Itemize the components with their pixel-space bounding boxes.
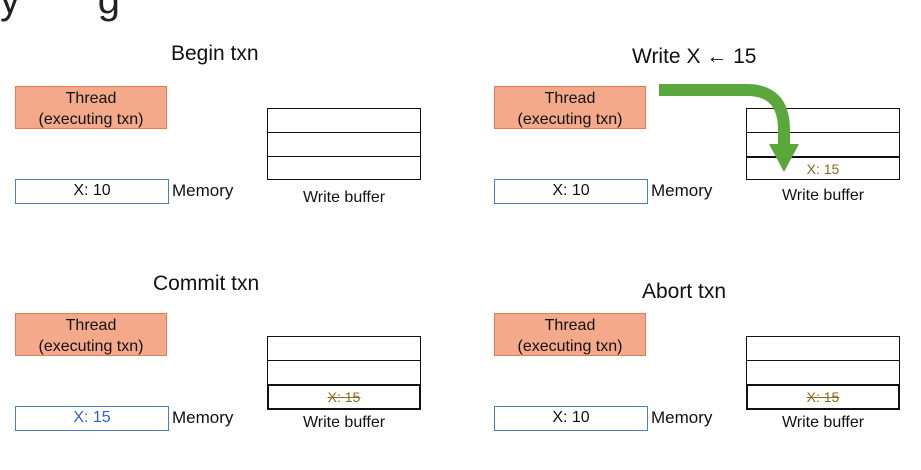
- memory-cell: X: 10: [494, 406, 648, 431]
- panel-title: Commit txn: [153, 272, 260, 295]
- memory-label: Memory: [172, 408, 234, 427]
- write-buffer-entry: X: 15: [746, 156, 900, 180]
- thread-sublabel: (executing txn): [517, 338, 623, 355]
- panel-commit-txn: Commit txn Thread (executing txn) X: 15 …: [0, 235, 440, 470]
- thread-label: Thread: [544, 317, 596, 334]
- write-buffer: X: 15: [746, 336, 900, 410]
- memory-label: Memory: [172, 181, 234, 200]
- panel-title: Write X ← 15: [632, 45, 757, 68]
- write-buffer-slot: [267, 132, 421, 156]
- panel-title: Abort txn: [642, 280, 727, 303]
- write-buffer-slot: [746, 336, 900, 360]
- panel-begin-txn: Begin txn Thread (executing txn) X: 10 M…: [0, 0, 440, 235]
- thread-sublabel: (executing txn): [38, 111, 144, 128]
- write-buffer: [267, 108, 421, 180]
- write-arrow-icon: [659, 84, 799, 172]
- thread-box: Thread (executing txn): [15, 313, 167, 356]
- memory-cell: X: 10: [494, 179, 648, 204]
- thread-box: Thread (executing txn): [494, 86, 646, 129]
- write-buffer: X: 15: [267, 336, 421, 410]
- slide-title: y g: [0, 0, 121, 22]
- thread-label: Thread: [65, 317, 117, 334]
- thread-sublabel: (executing txn): [38, 338, 144, 355]
- memory-label: Memory: [651, 408, 713, 427]
- memory-label: Memory: [651, 181, 713, 200]
- memory-cell: X: 10: [15, 179, 169, 204]
- write-buffer-slot: [746, 132, 900, 156]
- write-buffer-slot: [267, 108, 421, 132]
- write-buffer-label: Write buffer: [781, 414, 865, 431]
- thread-sublabel: (executing txn): [517, 111, 623, 128]
- write-buffer: X: 15: [746, 108, 900, 180]
- write-buffer-slot: [267, 336, 421, 360]
- panel-write: Write X ← 15 Thread (executing txn) X: 1…: [479, 0, 919, 235]
- write-buffer-label: Write buffer: [302, 414, 386, 431]
- thread-box: Thread (executing txn): [494, 313, 646, 356]
- thread-box: Thread (executing txn): [15, 86, 167, 129]
- write-buffer-entry-removed: X: 15: [267, 384, 421, 410]
- write-buffer-label: Write buffer: [781, 187, 865, 204]
- thread-label: Thread: [544, 90, 596, 107]
- write-buffer-label: Write buffer: [302, 189, 386, 206]
- memory-cell: X: 15: [15, 406, 169, 431]
- write-buffer-slot: [267, 156, 421, 180]
- thread-label: Thread: [65, 90, 117, 107]
- panel-abort-txn: Abort txn Thread (executing txn) X: 10 M…: [479, 235, 919, 470]
- panel-title: Begin txn: [171, 42, 259, 65]
- write-buffer-slot: [746, 108, 900, 132]
- write-buffer-slot: [746, 360, 900, 384]
- write-buffer-slot: [267, 360, 421, 384]
- write-buffer-entry-removed: X: 15: [746, 384, 900, 410]
